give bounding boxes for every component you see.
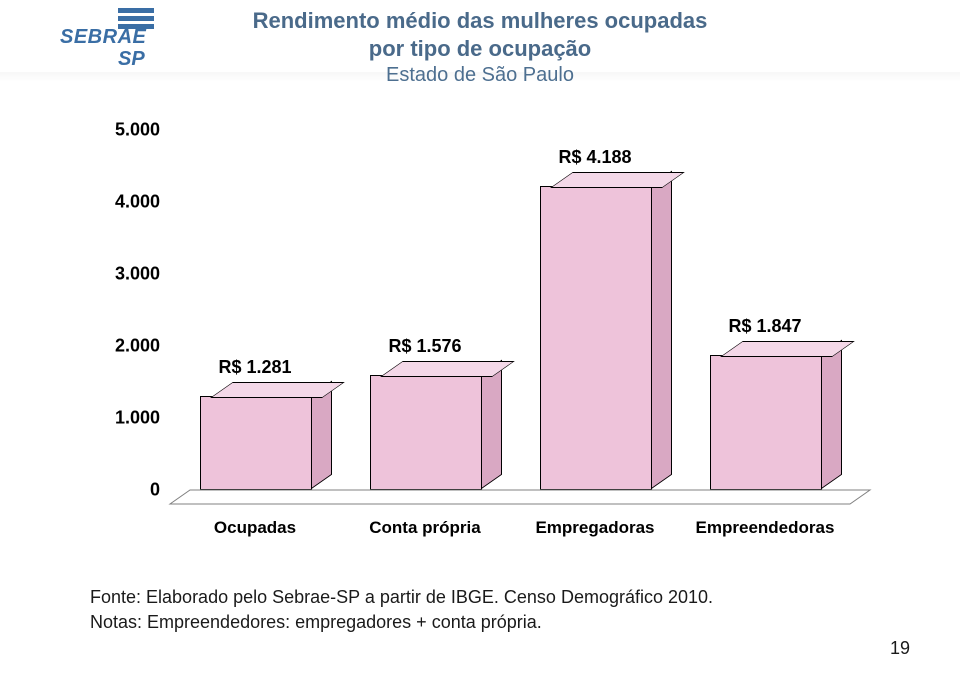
- bar: R$ 1.576: [370, 377, 480, 490]
- category-label: Empreendedoras: [675, 518, 855, 538]
- source-text: Fonte: Elaborado pelo Sebrae-SP a partir…: [90, 585, 713, 610]
- category-label: Empregadoras: [505, 518, 685, 538]
- y-tick-label: 2.000: [90, 336, 160, 357]
- category-label: Ocupadas: [165, 518, 345, 538]
- footer-notes: Fonte: Elaborado pelo Sebrae-SP a partir…: [90, 585, 713, 635]
- page-number: 19: [890, 638, 910, 659]
- bar-value-label: R$ 1.847: [685, 316, 845, 337]
- y-tick-label: 3.000: [90, 264, 160, 285]
- title-line2: por tipo de ocupação: [0, 36, 960, 62]
- y-tick-label: 1.000: [90, 408, 160, 429]
- bar: R$ 4.188: [540, 188, 650, 490]
- bar-value-label: R$ 1.281: [175, 357, 335, 378]
- chart-area: 01.0002.0003.0004.0005.000 R$ 1.281R$ 1.…: [90, 120, 870, 550]
- category-label: Conta própria: [335, 518, 515, 538]
- bar-value-label: R$ 4.188: [515, 147, 675, 168]
- notes-text: Notas: Empreendedores: empregadores + co…: [90, 610, 713, 635]
- title-line3: Estado de São Paulo: [0, 64, 960, 87]
- title-line1: Rendimento médio das mulheres ocupadas: [0, 8, 960, 34]
- y-tick-label: 5.000: [90, 120, 160, 141]
- bar: R$ 1.847: [710, 357, 820, 490]
- y-tick-label: 4.000: [90, 192, 160, 213]
- plot-area: R$ 1.281 R$ 1.576 R$ 4.188 R$ 1.847: [170, 130, 850, 490]
- chart-floor: [170, 490, 850, 518]
- bar-value-label: R$ 1.576: [345, 336, 505, 357]
